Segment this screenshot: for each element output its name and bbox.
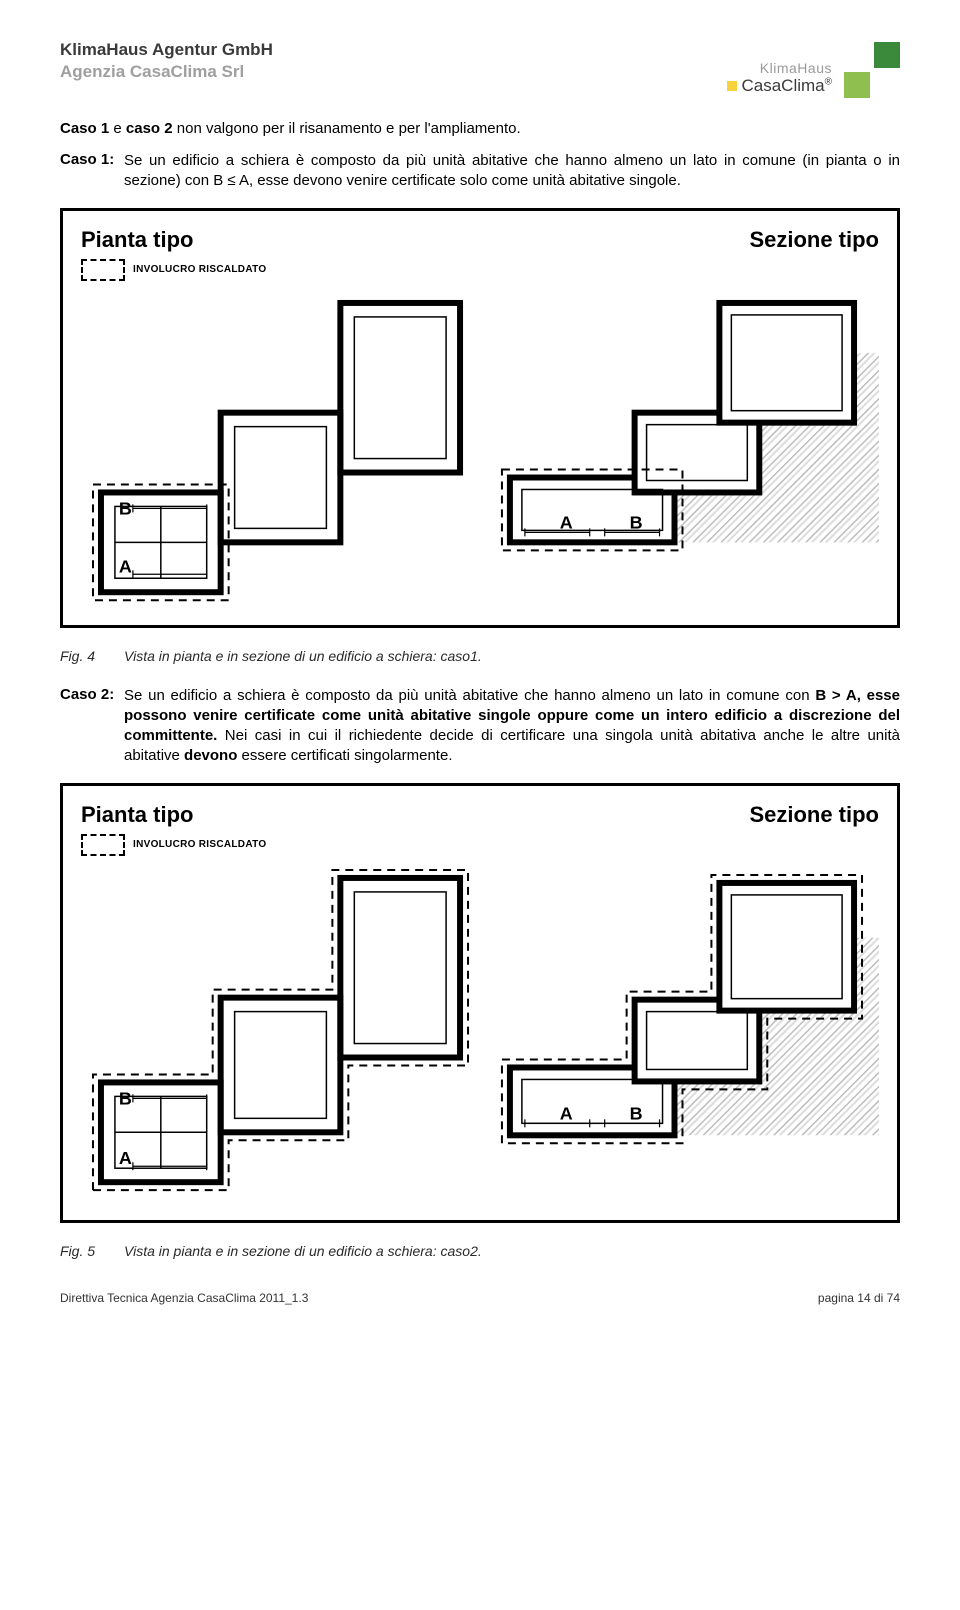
pianta-title: Pianta tipo bbox=[81, 227, 266, 253]
logo-squares-icon bbox=[844, 42, 900, 98]
fig4-caption: Fig. 4 Vista in pianta e in sezione di u… bbox=[60, 648, 900, 664]
logo-sq-4 bbox=[874, 72, 900, 98]
dashed-swatch-icon-2 bbox=[81, 834, 125, 856]
pianta-title-2: Pianta tipo bbox=[81, 802, 266, 828]
diagram-caso2: B A A B bbox=[81, 858, 879, 1197]
fig5-caption: Fig. 5 Vista in pianta e in sezione di u… bbox=[60, 1243, 900, 1259]
logo-sq-2 bbox=[874, 42, 900, 68]
fig1-left-head: Pianta tipo INVOLUCRO RISCALDATO bbox=[81, 227, 266, 281]
pianta2-B: B bbox=[119, 1088, 132, 1108]
caso2-row: Caso 2: Se un edificio a schiera è compo… bbox=[60, 686, 900, 767]
fig5-text: Vista in pianta e in sezione di un edifi… bbox=[124, 1243, 482, 1259]
caso2-text: Se un edificio a schiera è composto da p… bbox=[124, 686, 900, 767]
pianta-group: B A bbox=[93, 302, 460, 599]
logo-line2: CasaClima® bbox=[727, 76, 832, 96]
fig2-left-head: Pianta tipo INVOLUCRO RISCALDATO bbox=[81, 802, 266, 856]
sezione-group-2: A B bbox=[502, 875, 879, 1143]
sezione2-B: B bbox=[630, 1103, 643, 1123]
figure-1-head: Pianta tipo INVOLUCRO RISCALDATO Sezione… bbox=[81, 227, 879, 281]
caso2-label: Caso 2: bbox=[60, 686, 124, 767]
header-line1: KlimaHaus Agentur GmbH bbox=[60, 40, 273, 60]
page-footer: Direttiva Tecnica Agenzia CasaClima 2011… bbox=[60, 1291, 900, 1305]
figure-2-head: Pianta tipo INVOLUCRO RISCALDATO Sezione… bbox=[81, 802, 879, 856]
logo-sq-3 bbox=[844, 72, 870, 98]
fig4-text: Vista in pianta e in sezione di un edifi… bbox=[124, 648, 482, 664]
diagram-caso1: B A bbox=[81, 283, 879, 602]
logo-text: KlimaHaus CasaClima® bbox=[727, 60, 832, 96]
pianta-B: B bbox=[119, 498, 132, 518]
intro-text: Caso 1 e caso 2 non valgono per il risan… bbox=[60, 120, 900, 137]
logo-dot-icon bbox=[727, 81, 737, 91]
sezione-title-2: Sezione tipo bbox=[749, 802, 879, 828]
pianta-group-2: B A bbox=[93, 870, 468, 1190]
page-header: KlimaHaus Agentur GmbH Agenzia CasaClima… bbox=[60, 40, 900, 98]
involucro-label: INVOLUCRO RISCALDATO bbox=[133, 264, 266, 275]
fig5-label: Fig. 5 bbox=[60, 1243, 124, 1259]
pianta2-A: A bbox=[119, 1148, 132, 1168]
header-logo: KlimaHaus CasaClima® bbox=[727, 40, 900, 98]
footer-right: pagina 14 di 74 bbox=[818, 1291, 900, 1305]
figure-1: Pianta tipo INVOLUCRO RISCALDATO Sezione… bbox=[60, 208, 900, 628]
pianta-A: A bbox=[119, 556, 132, 576]
sezione2-A: A bbox=[560, 1103, 573, 1123]
involucro-legend-2: INVOLUCRO RISCALDATO bbox=[81, 834, 266, 856]
header-company: KlimaHaus Agentur GmbH Agenzia CasaClima… bbox=[60, 40, 273, 82]
sezione-title: Sezione tipo bbox=[749, 227, 879, 253]
caso1-text: Se un edificio a schiera è composto da p… bbox=[124, 151, 900, 192]
footer-left: Direttiva Tecnica Agenzia CasaClima 2011… bbox=[60, 1291, 308, 1305]
header-line2: Agenzia CasaClima Srl bbox=[60, 62, 273, 82]
figure-2: Pianta tipo INVOLUCRO RISCALDATO Sezione… bbox=[60, 783, 900, 1223]
fig4-label: Fig. 4 bbox=[60, 648, 124, 664]
logo-sq-1 bbox=[844, 42, 870, 68]
sezione-A: A bbox=[560, 512, 573, 532]
involucro-legend: INVOLUCRO RISCALDATO bbox=[81, 259, 266, 281]
caso1-label: Caso 1: bbox=[60, 151, 124, 192]
involucro-label-2: INVOLUCRO RISCALDATO bbox=[133, 839, 266, 850]
logo-line1: KlimaHaus bbox=[727, 60, 832, 76]
caso1-row: Caso 1: Se un edificio a schiera è compo… bbox=[60, 151, 900, 192]
sezione-B: B bbox=[630, 512, 643, 532]
sezione-group: A B bbox=[502, 302, 879, 549]
dashed-swatch-icon bbox=[81, 259, 125, 281]
